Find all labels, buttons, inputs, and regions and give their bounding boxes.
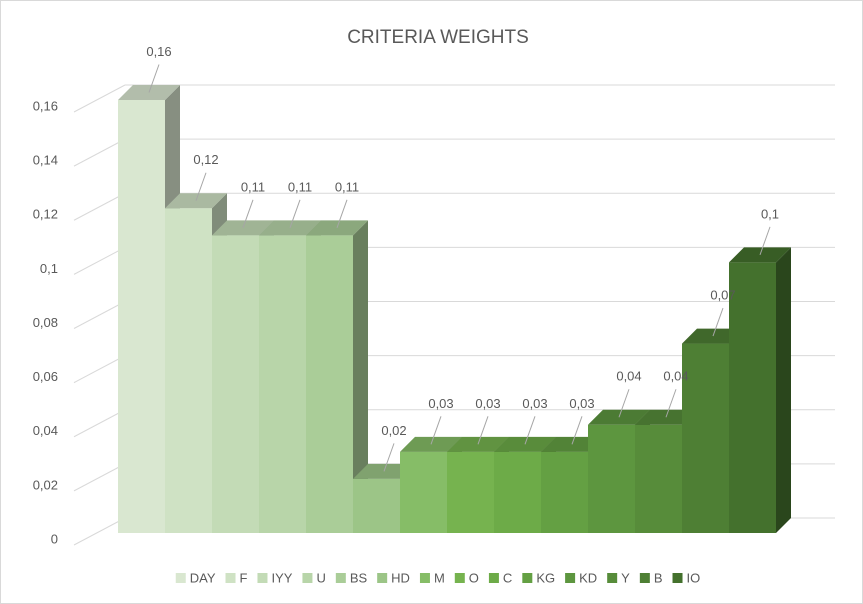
y-tick-label: 0 [51, 531, 58, 546]
data-label: 0,02 [381, 423, 406, 438]
y-tick-label: 0,04 [33, 423, 58, 438]
y-tick-label: 0,02 [33, 477, 58, 492]
leader-line [618, 389, 630, 418]
leader-line [712, 307, 724, 337]
legend-label: C [503, 570, 512, 585]
legend-label: BS [350, 570, 368, 585]
legend-label: U [316, 570, 325, 585]
bar [635, 424, 682, 533]
bar [400, 451, 447, 533]
data-label: 0,03 [569, 396, 594, 411]
grid-line [73, 355, 126, 384]
bar [306, 235, 353, 533]
legend-swatch [175, 573, 186, 583]
bar [118, 100, 165, 533]
bar [259, 235, 306, 533]
bar [729, 262, 776, 533]
leader-line [289, 199, 301, 228]
data-label: 0,1 [761, 206, 779, 221]
leader-line [242, 199, 254, 228]
grid-line [73, 192, 126, 221]
data-label: 0,11 [335, 179, 359, 194]
bar [447, 451, 494, 533]
legend-swatch [302, 573, 313, 583]
y-tick-label: 0,16 [33, 98, 58, 113]
leader-line [148, 64, 160, 93]
bar [682, 343, 729, 533]
legend-swatch [454, 573, 465, 583]
y-tick-label: 0,14 [33, 153, 58, 168]
y-tick-label: 0,12 [33, 207, 58, 222]
legend-label: IYY [271, 570, 292, 585]
legend-swatch [419, 573, 430, 583]
data-label: 0,11 [241, 179, 265, 194]
data-label: 0,03 [522, 396, 547, 411]
data-label: 0,04 [616, 369, 641, 384]
legend-swatch [257, 573, 268, 583]
legend-swatch [488, 573, 499, 583]
bar [494, 451, 541, 533]
leader-line [571, 416, 583, 445]
leader-line [195, 172, 207, 201]
y-tick-label: 0,1 [40, 261, 58, 276]
chart-title: CRITERIA WEIGHTS [347, 27, 529, 48]
grid-line [73, 517, 126, 546]
leader-line [336, 199, 348, 228]
grid-line [73, 463, 126, 492]
legend-swatch [225, 573, 236, 583]
data-label: 0,12 [193, 152, 218, 167]
leader-line [759, 226, 771, 256]
data-label: 0,03 [475, 396, 500, 411]
legend-label: KG [536, 570, 555, 585]
legend-swatch [335, 573, 346, 583]
legend-swatch [672, 573, 683, 583]
data-label: 0,16 [146, 44, 171, 59]
legend-label: DAY [190, 570, 216, 585]
legend-label: O [469, 570, 479, 585]
legend-label: M [434, 570, 445, 585]
bar [212, 235, 259, 533]
legend-label: IO [687, 570, 701, 585]
legend-label: HD [391, 570, 410, 585]
grid-line [73, 409, 126, 438]
y-tick-label: 0,08 [33, 315, 58, 330]
leader-line [383, 443, 395, 472]
legend-label: B [654, 570, 663, 585]
legend-swatch [639, 573, 650, 583]
bar [541, 451, 588, 533]
data-label: 0,03 [428, 396, 453, 411]
data-label: 0,04 [663, 369, 688, 384]
grid-line [73, 301, 126, 329]
leader-line [665, 389, 677, 418]
leader-line [477, 416, 489, 445]
data-label: 0,11 [288, 179, 312, 194]
legend-swatch [522, 573, 533, 583]
legend-swatch [565, 573, 576, 583]
data-label: 0,07 [710, 288, 735, 303]
bar [165, 208, 212, 533]
legend-swatch [607, 573, 618, 583]
bar-side [776, 247, 791, 533]
grid-line [73, 246, 126, 275]
y-tick-label: 0,06 [33, 369, 58, 384]
leader-line [524, 416, 536, 445]
bar-side [353, 220, 368, 533]
grid-line [73, 84, 126, 113]
legend-swatch [377, 573, 388, 583]
legend-label: KD [579, 570, 597, 585]
legend-label: Y [621, 570, 630, 585]
bar [353, 478, 400, 533]
bar [588, 424, 635, 533]
legend-label: F [240, 570, 248, 585]
grid-line [73, 138, 126, 167]
leader-line [430, 416, 442, 445]
